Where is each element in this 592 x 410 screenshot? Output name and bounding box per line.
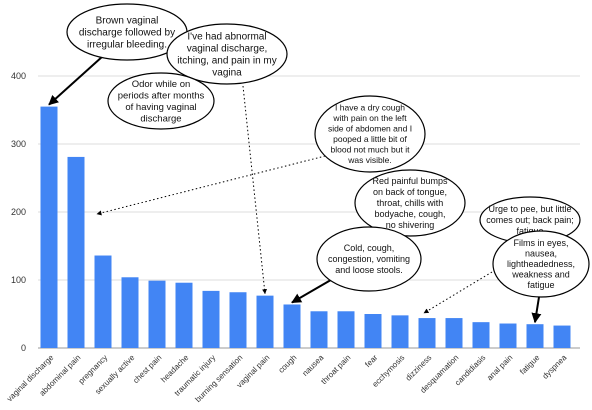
annotation-arrow — [423, 271, 493, 314]
x-tick-label: fatigue — [518, 353, 542, 377]
y-tick-label: 400 — [11, 71, 26, 81]
annotation-text: of having vaginal — [125, 102, 196, 113]
bar — [40, 106, 58, 348]
annotation-text: bodyache, cough, — [374, 209, 445, 219]
annotation-text: no shivering — [386, 220, 435, 230]
bar — [175, 282, 193, 348]
annotation-bubble — [492, 230, 590, 298]
annotation-text: blood not much but it — [331, 145, 411, 155]
bar — [364, 314, 382, 348]
annotation-text: itching, and pain in my — [177, 56, 277, 67]
x-tick-label: anal pain — [485, 353, 514, 382]
annotation-text: Red painful bumps — [372, 176, 448, 186]
bar — [391, 315, 409, 348]
x-tick-label: nausea — [300, 353, 325, 378]
bar — [526, 324, 544, 348]
x-tick-label: cough — [277, 353, 299, 375]
annotation-text: Cold, cough, — [344, 243, 395, 253]
annotation-bubble — [316, 226, 422, 292]
bar — [121, 277, 139, 348]
annotation-text: comes out; back pain; — [486, 215, 574, 225]
annotation-bubble — [354, 169, 466, 237]
annotation-text: Films in eyes, — [513, 238, 568, 248]
y-tick-label: 300 — [11, 139, 26, 149]
annotation-text: congestion, vomiting — [328, 254, 410, 264]
annotation-text: discharge followed by — [79, 28, 175, 39]
annotation-arrow — [242, 85, 268, 295]
annotation-text: vaginal discharge, — [187, 44, 268, 55]
annotation-text: with pain on the left — [332, 113, 407, 123]
annotation-text: lightheadedness, — [507, 259, 575, 269]
annotation-arrow — [291, 276, 337, 304]
annotation-arrow — [48, 55, 104, 106]
x-tick-label: throat pain — [319, 353, 352, 386]
x-tick-label: chest pain — [131, 353, 163, 385]
annotation-callout: Films in eyes,nausea,lightheadedness,wea… — [492, 230, 590, 298]
annotation-bubble — [166, 23, 288, 85]
bar — [202, 290, 220, 348]
annotation-text: fatigue — [527, 280, 554, 290]
bar — [67, 156, 85, 348]
annotation-text: pooped a little bit of — [333, 134, 407, 144]
x-tick-label: fear — [363, 353, 379, 369]
annotation-leaders — [48, 55, 542, 324]
y-tick-label: 100 — [11, 275, 26, 285]
bar — [229, 292, 247, 348]
annotation-text: side of abdomen and I — [328, 124, 412, 134]
annotation-text: Urge to pee, but little — [488, 204, 571, 214]
annotation-bubble — [107, 72, 215, 130]
bar — [94, 255, 112, 348]
bar — [499, 323, 517, 348]
bar — [445, 318, 463, 348]
bar — [256, 295, 274, 348]
annotation-arrow — [96, 154, 330, 216]
annotation-text: Brown vaginal — [96, 16, 159, 27]
annotation-text: was visible. — [347, 155, 391, 165]
bar — [148, 280, 166, 348]
bar — [283, 304, 301, 348]
y-tick-label: 0 — [21, 343, 26, 353]
y-tick-label: 200 — [11, 207, 26, 217]
annotation-text: fatigue — [516, 226, 543, 236]
bar — [418, 318, 436, 348]
annotation-text: vagina — [212, 68, 242, 79]
annotation-text: weakness and — [511, 270, 570, 280]
x-tick-label: burning sensation — [193, 353, 244, 404]
annotation-text: periods after months — [118, 91, 205, 102]
x-tick-label: vaginal discharge — [5, 353, 56, 404]
annotation-text: throat, chills with — [377, 198, 444, 208]
bar — [472, 322, 490, 348]
bars — [40, 106, 571, 348]
x-tick-label: dyspnea — [541, 353, 569, 381]
annotation-text: discharge — [140, 114, 181, 125]
bar — [337, 311, 355, 348]
annotation-text: I have a dry cough — [335, 103, 405, 113]
annotation-text: on back of tongue, — [373, 187, 447, 197]
annotation-text: Odor while on — [132, 79, 191, 90]
bar — [553, 325, 571, 348]
bar — [310, 311, 328, 348]
annotation-text: I've had abnormal — [187, 32, 266, 43]
annotation-text: nausea, — [525, 249, 557, 259]
annotation-text: irregular bleeding. — [87, 40, 167, 51]
annotation-arrow — [531, 296, 542, 324]
annotation-text: and loose stools. — [335, 265, 403, 275]
annotation-bubble — [314, 95, 426, 173]
y-axis-ticks: 0 100 200 300 400 — [11, 71, 26, 353]
